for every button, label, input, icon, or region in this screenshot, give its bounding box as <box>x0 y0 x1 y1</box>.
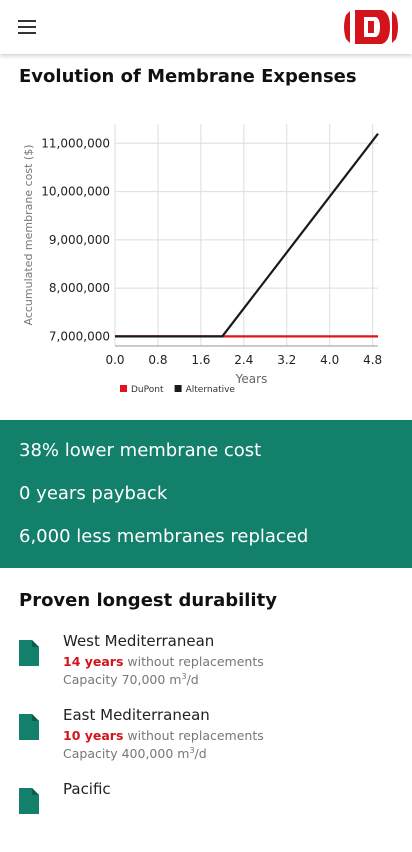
y-tick-label: 7,000,000 <box>49 329 110 343</box>
hamburger-menu-icon[interactable] <box>12 12 42 42</box>
region-name: West Mediterranean <box>63 632 215 650</box>
region-name: Pacific <box>63 780 111 798</box>
legend-swatch-dupont <box>120 385 127 392</box>
x-tick-label: 3.2 <box>277 353 296 367</box>
replacement-years: 10 years without replacements <box>63 728 264 743</box>
x-tick-label: 0.8 <box>148 353 167 367</box>
y-tick-label: 10,000,000 <box>41 185 110 199</box>
x-tick-label: 2.4 <box>234 353 253 367</box>
summary-band: 38% lower membrane cost 0 years payback … <box>0 420 412 568</box>
y-tick-label: 9,000,000 <box>49 233 110 247</box>
chart-section-title: Evolution of Membrane Expenses <box>19 66 357 87</box>
x-tick-label: 4.0 <box>320 353 339 367</box>
region-name: East Mediterranean <box>63 706 210 724</box>
plant-capacity: Capacity 70,000 m3/d <box>63 672 199 688</box>
document-icon <box>19 640 39 666</box>
summary-replaced: 6,000 less membranes replaced <box>19 526 309 547</box>
durability-item[interactable]: East Mediterranean 10 years without repl… <box>0 706 412 778</box>
app-bar <box>0 0 412 54</box>
replacement-years: 14 years without replacements <box>63 654 264 669</box>
summary-payback: 0 years payback <box>19 483 168 504</box>
y-tick-label: 8,000,000 <box>49 281 110 295</box>
x-tick-label: 0.0 <box>105 353 124 367</box>
durability-item[interactable]: Pacific <box>0 780 412 852</box>
legend-swatch-alternative <box>174 385 182 392</box>
y-axis-title: Accumulated membrane cost ($) <box>22 144 35 325</box>
x-tick-label: 1.6 <box>191 353 210 367</box>
y-tick-label: 11,000,000 <box>41 136 110 150</box>
plant-capacity: Capacity 400,000 m3/d <box>63 746 207 762</box>
document-icon <box>19 714 39 740</box>
durability-title: Proven longest durability <box>19 590 277 611</box>
membrane-expense-chart: 0.0 0.8 1.6 2.4 3.2 4.0 4.8 7,000,000 8,000,000 9… <box>0 100 412 420</box>
durability-item[interactable]: West Mediterranean 14 years without repl… <box>0 632 412 704</box>
chart-svg: 0.0 0.8 1.6 2.4 3.2 4.0 4.8 7,000,000 8,000,000 9… <box>22 124 382 395</box>
legend-label-dupont: DuPont <box>131 385 164 395</box>
summary-cost: 38% lower membrane cost <box>19 440 262 461</box>
series-line-alternative <box>115 132 379 338</box>
legend-label-alternative: Alternative <box>186 385 236 395</box>
document-icon <box>19 788 39 814</box>
x-axis-title: Years <box>235 372 268 386</box>
dupont-oval-logo[interactable] <box>342 9 400 45</box>
x-tick-label: 4.8 <box>363 353 382 367</box>
